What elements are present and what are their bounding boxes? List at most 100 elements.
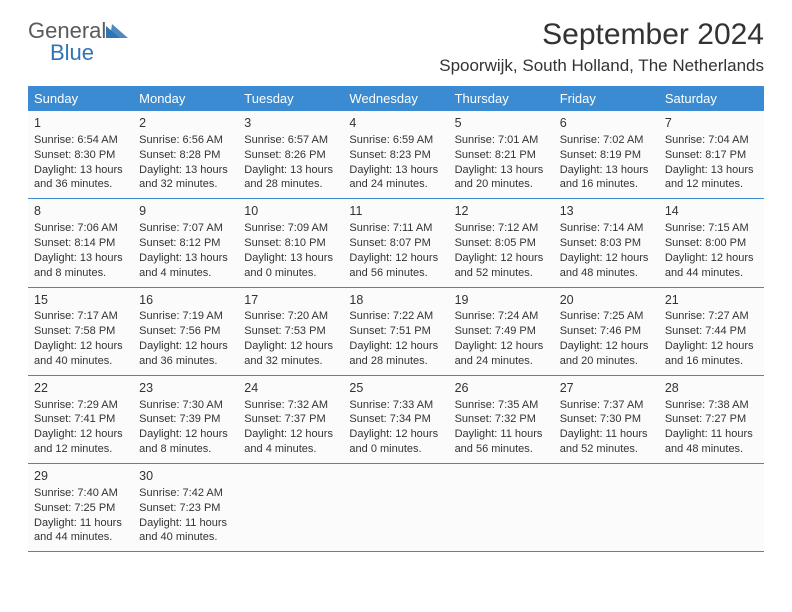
daylight-text: Daylight: 13 hours and 28 minutes. <box>244 163 337 193</box>
daylight-text: Daylight: 12 hours and 56 minutes. <box>349 251 442 281</box>
daylight-text: Daylight: 12 hours and 12 minutes. <box>34 427 127 457</box>
day-header: Thursday <box>449 86 554 111</box>
sunrise-text: Sunrise: 7:19 AM <box>139 309 232 324</box>
calendar-cell: 11Sunrise: 7:11 AMSunset: 8:07 PMDayligh… <box>343 199 448 287</box>
daylight-text: Daylight: 12 hours and 20 minutes. <box>560 339 653 369</box>
calendar-cell: 8Sunrise: 7:06 AMSunset: 8:14 PMDaylight… <box>28 199 133 287</box>
sunrise-text: Sunrise: 7:14 AM <box>560 221 653 236</box>
calendar-row: 15Sunrise: 7:17 AMSunset: 7:58 PMDayligh… <box>28 287 764 375</box>
calendar-row: 1Sunrise: 6:54 AMSunset: 8:30 PMDaylight… <box>28 111 764 199</box>
calendar-cell: 5Sunrise: 7:01 AMSunset: 8:21 PMDaylight… <box>449 111 554 199</box>
day-number: 11 <box>349 203 442 220</box>
daylight-text: Daylight: 11 hours and 56 minutes. <box>455 427 548 457</box>
day-number: 27 <box>560 380 653 397</box>
sunset-text: Sunset: 8:00 PM <box>665 236 758 251</box>
day-number: 21 <box>665 292 758 309</box>
sunrise-text: Sunrise: 7:12 AM <box>455 221 548 236</box>
day-number: 3 <box>244 115 337 132</box>
calendar-cell: 10Sunrise: 7:09 AMSunset: 8:10 PMDayligh… <box>238 199 343 287</box>
day-number: 29 <box>34 468 127 485</box>
day-header: Sunday <box>28 86 133 111</box>
day-number: 2 <box>139 115 232 132</box>
sunrise-text: Sunrise: 7:04 AM <box>665 133 758 148</box>
sunset-text: Sunset: 8:14 PM <box>34 236 127 251</box>
day-number: 7 <box>665 115 758 132</box>
day-header: Saturday <box>659 86 764 111</box>
calendar-row: 29Sunrise: 7:40 AMSunset: 7:25 PMDayligh… <box>28 464 764 552</box>
daylight-text: Daylight: 13 hours and 8 minutes. <box>34 251 127 281</box>
sunrise-text: Sunrise: 7:38 AM <box>665 398 758 413</box>
month-title: September 2024 <box>439 18 764 52</box>
sunrise-text: Sunrise: 6:54 AM <box>34 133 127 148</box>
sunset-text: Sunset: 8:17 PM <box>665 148 758 163</box>
calendar-cell: 13Sunrise: 7:14 AMSunset: 8:03 PMDayligh… <box>554 199 659 287</box>
calendar-body: 1Sunrise: 6:54 AMSunset: 8:30 PMDaylight… <box>28 111 764 552</box>
calendar-cell <box>554 464 659 552</box>
sunrise-text: Sunrise: 7:32 AM <box>244 398 337 413</box>
day-number: 8 <box>34 203 127 220</box>
calendar-cell: 9Sunrise: 7:07 AMSunset: 8:12 PMDaylight… <box>133 199 238 287</box>
logo-triangle-icon <box>106 22 128 43</box>
sunset-text: Sunset: 7:32 PM <box>455 412 548 427</box>
sunrise-text: Sunrise: 7:11 AM <box>349 221 442 236</box>
day-number: 4 <box>349 115 442 132</box>
calendar-cell: 27Sunrise: 7:37 AMSunset: 7:30 PMDayligh… <box>554 375 659 463</box>
daylight-text: Daylight: 12 hours and 24 minutes. <box>455 339 548 369</box>
sunrise-text: Sunrise: 7:09 AM <box>244 221 337 236</box>
day-number: 9 <box>139 203 232 220</box>
calendar-cell: 3Sunrise: 6:57 AMSunset: 8:26 PMDaylight… <box>238 111 343 199</box>
calendar-cell: 19Sunrise: 7:24 AMSunset: 7:49 PMDayligh… <box>449 287 554 375</box>
calendar-cell <box>659 464 764 552</box>
daylight-text: Daylight: 13 hours and 32 minutes. <box>139 163 232 193</box>
sunset-text: Sunset: 8:30 PM <box>34 148 127 163</box>
sunrise-text: Sunrise: 7:15 AM <box>665 221 758 236</box>
day-number: 16 <box>139 292 232 309</box>
calendar-cell: 1Sunrise: 6:54 AMSunset: 8:30 PMDaylight… <box>28 111 133 199</box>
sunrise-text: Sunrise: 7:37 AM <box>560 398 653 413</box>
sunrise-text: Sunrise: 7:17 AM <box>34 309 127 324</box>
sunset-text: Sunset: 8:03 PM <box>560 236 653 251</box>
daylight-text: Daylight: 13 hours and 20 minutes. <box>455 163 548 193</box>
title-block: September 2024 Spoorwijk, South Holland,… <box>439 18 764 76</box>
sunset-text: Sunset: 8:10 PM <box>244 236 337 251</box>
sunrise-text: Sunrise: 7:22 AM <box>349 309 442 324</box>
sunset-text: Sunset: 8:12 PM <box>139 236 232 251</box>
calendar-cell: 30Sunrise: 7:42 AMSunset: 7:23 PMDayligh… <box>133 464 238 552</box>
sunrise-text: Sunrise: 6:56 AM <box>139 133 232 148</box>
calendar-table: SundayMondayTuesdayWednesdayThursdayFrid… <box>28 86 764 552</box>
calendar-cell <box>343 464 448 552</box>
sunrise-text: Sunrise: 7:07 AM <box>139 221 232 236</box>
day-header: Friday <box>554 86 659 111</box>
sunset-text: Sunset: 7:39 PM <box>139 412 232 427</box>
day-number: 10 <box>244 203 337 220</box>
sunset-text: Sunset: 7:53 PM <box>244 324 337 339</box>
logo: General Blue <box>28 18 128 66</box>
daylight-text: Daylight: 12 hours and 44 minutes. <box>665 251 758 281</box>
calendar-cell: 29Sunrise: 7:40 AMSunset: 7:25 PMDayligh… <box>28 464 133 552</box>
day-header: Monday <box>133 86 238 111</box>
daylight-text: Daylight: 13 hours and 16 minutes. <box>560 163 653 193</box>
daylight-text: Daylight: 12 hours and 36 minutes. <box>139 339 232 369</box>
calendar-cell: 7Sunrise: 7:04 AMSunset: 8:17 PMDaylight… <box>659 111 764 199</box>
sunrise-text: Sunrise: 6:57 AM <box>244 133 337 148</box>
calendar-cell: 18Sunrise: 7:22 AMSunset: 7:51 PMDayligh… <box>343 287 448 375</box>
calendar-cell: 23Sunrise: 7:30 AMSunset: 7:39 PMDayligh… <box>133 375 238 463</box>
sunrise-text: Sunrise: 7:27 AM <box>665 309 758 324</box>
sunset-text: Sunset: 8:28 PM <box>139 148 232 163</box>
sunrise-text: Sunrise: 7:42 AM <box>139 486 232 501</box>
day-number: 22 <box>34 380 127 397</box>
calendar-cell <box>238 464 343 552</box>
sunset-text: Sunset: 8:05 PM <box>455 236 548 251</box>
calendar-cell: 2Sunrise: 6:56 AMSunset: 8:28 PMDaylight… <box>133 111 238 199</box>
calendar-cell: 21Sunrise: 7:27 AMSunset: 7:44 PMDayligh… <box>659 287 764 375</box>
sunset-text: Sunset: 7:25 PM <box>34 501 127 516</box>
sunset-text: Sunset: 8:21 PM <box>455 148 548 163</box>
day-number: 30 <box>139 468 232 485</box>
sunrise-text: Sunrise: 7:06 AM <box>34 221 127 236</box>
sunset-text: Sunset: 7:41 PM <box>34 412 127 427</box>
sunrise-text: Sunrise: 7:29 AM <box>34 398 127 413</box>
day-number: 15 <box>34 292 127 309</box>
sunset-text: Sunset: 7:27 PM <box>665 412 758 427</box>
calendar-row: 8Sunrise: 7:06 AMSunset: 8:14 PMDaylight… <box>28 199 764 287</box>
daylight-text: Daylight: 12 hours and 52 minutes. <box>455 251 548 281</box>
